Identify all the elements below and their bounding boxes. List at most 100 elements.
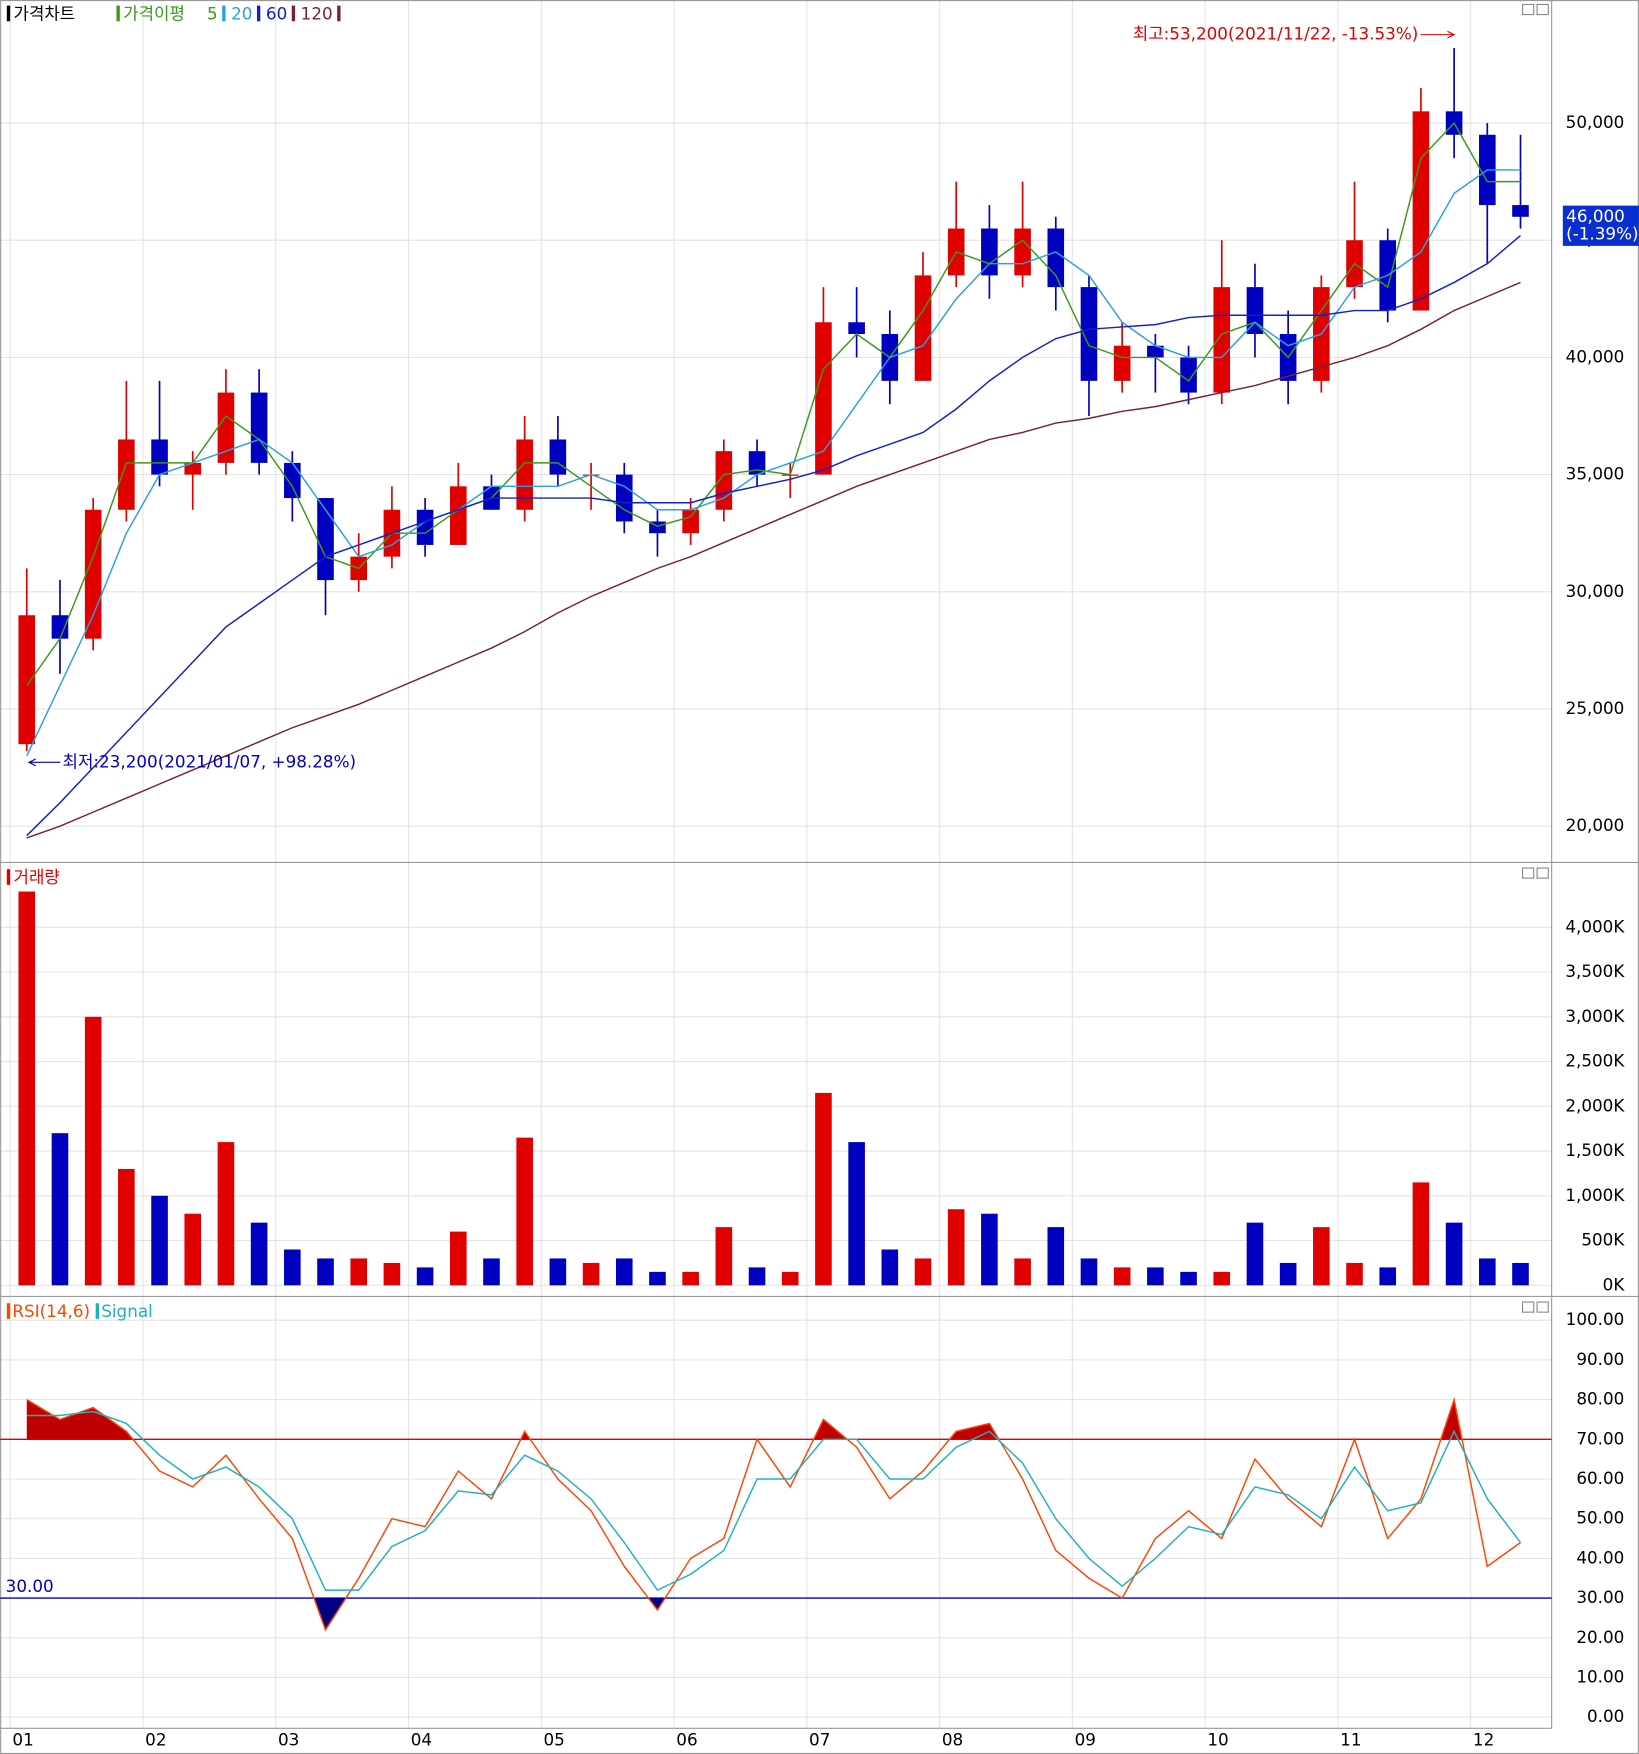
volume-bar: [848, 1142, 865, 1286]
x-tick-label: 11: [1340, 1730, 1361, 1750]
candle-body: [715, 451, 733, 510]
volume-bar: [649, 1271, 666, 1286]
y-tick-label: 0K: [1603, 1274, 1626, 1294]
legend-swatch: [222, 5, 226, 22]
volume-bar: [615, 1258, 633, 1286]
volume-bar: [284, 1249, 301, 1286]
x-tick-label: 10: [1207, 1730, 1228, 1750]
volume-bar: [1279, 1262, 1297, 1286]
legend-entry: 5: [207, 4, 218, 24]
min-annotation: 최저:23,200(2021/01/07, +98.28%): [63, 751, 357, 771]
legend-price: 가격차트: [14, 4, 76, 24]
volume-bar: [582, 1262, 600, 1286]
volume-bar: [1346, 1262, 1363, 1286]
legend-swatch: [116, 5, 120, 22]
y-tick-label: 40,000: [1566, 346, 1625, 366]
volume-bar: [1180, 1271, 1197, 1286]
candle-body: [981, 228, 998, 276]
legend-swatch: [337, 5, 341, 22]
legend-entry: 120: [301, 4, 333, 24]
volume-bar: [947, 1209, 965, 1286]
x-tick-label: 05: [544, 1730, 565, 1750]
volume-bar: [18, 891, 36, 1286]
candle-body: [284, 462, 301, 499]
candle-body: [118, 439, 135, 510]
volume-bar: [881, 1249, 899, 1286]
x-tick-label: 07: [809, 1730, 830, 1750]
candle-body: [151, 439, 168, 475]
candle-body: [1512, 205, 1529, 217]
volume-bar: [549, 1258, 567, 1286]
candle-body: [914, 275, 932, 381]
y-tick-label: 1,000K: [1565, 1185, 1625, 1205]
volume-bar: [1213, 1271, 1231, 1286]
volume-bar: [748, 1267, 766, 1286]
candle-body: [516, 439, 533, 510]
legend-swatch: [6, 869, 11, 885]
candle-body: [682, 509, 699, 534]
volume-bar: [217, 1142, 235, 1286]
volume-bar: [84, 1016, 102, 1286]
legend-entry: 20: [231, 4, 252, 24]
volume-bar: [483, 1258, 500, 1286]
x-tick-label: 03: [278, 1730, 299, 1750]
volume-bar: [1080, 1258, 1098, 1286]
volume-bar: [715, 1227, 733, 1286]
candle-body: [549, 439, 567, 475]
volume-bar: [1246, 1222, 1264, 1286]
y-tick-label: 20.00: [1576, 1627, 1624, 1647]
candle-body: [84, 509, 102, 639]
candle-body: [748, 451, 766, 475]
volume-bar: [1313, 1227, 1330, 1286]
y-tick-label: 4,000K: [1565, 916, 1625, 936]
volume-bar: [449, 1231, 467, 1286]
y-tick-label: 60.00: [1576, 1468, 1624, 1488]
y-tick-label: 35,000: [1566, 464, 1625, 484]
y-tick-label: 3,500K: [1565, 961, 1625, 981]
volume-bar: [516, 1137, 533, 1286]
candle-body: [1080, 287, 1098, 381]
candle-body: [18, 615, 36, 745]
y-tick-label: 30.00: [1576, 1587, 1624, 1607]
candle-body: [1113, 345, 1131, 381]
legend-swatch: [256, 5, 261, 22]
x-tick-label: 09: [1075, 1730, 1096, 1750]
candle-body: [1180, 357, 1197, 393]
volume-title: 거래량: [14, 867, 60, 887]
y-tick-label: 0.00: [1587, 1706, 1624, 1726]
candle-body: [1412, 111, 1430, 311]
volume-bar: [781, 1271, 799, 1286]
candle-body: [51, 615, 69, 639]
reference-label: 30.00: [6, 1576, 54, 1596]
volume-bar: [184, 1213, 202, 1286]
y-tick-label: 25,000: [1566, 698, 1625, 718]
y-tick-label: 3,000K: [1565, 1006, 1625, 1026]
moving-average: [26, 281, 1521, 839]
candle-body: [649, 521, 666, 534]
last-price-box: [1562, 205, 1639, 246]
candle-body: [416, 509, 434, 545]
candle-body: [1246, 287, 1264, 334]
volume-bar: [1047, 1227, 1065, 1286]
last-change: (-1.39%): [1566, 224, 1638, 244]
volume-bar: [151, 1195, 168, 1286]
candle-body: [250, 392, 268, 463]
y-tick-label: 100.00: [1566, 1309, 1625, 1329]
candle-body: [848, 322, 865, 334]
candle-body: [449, 486, 467, 545]
x-tick-label: 01: [12, 1730, 33, 1750]
moving-average: [26, 169, 1521, 757]
volume-bar: [250, 1222, 268, 1286]
candle-body: [615, 474, 633, 522]
volume-bar: [118, 1168, 135, 1286]
x-tick-label: 12: [1473, 1730, 1494, 1750]
legend-entry: 60: [266, 4, 287, 24]
y-tick-label: 50.00: [1576, 1508, 1624, 1528]
y-tick-label: 10.00: [1576, 1666, 1624, 1686]
annotation-arrow: [27, 758, 61, 767]
y-tick-label: 500K: [1581, 1230, 1625, 1250]
y-tick-label: 2,000K: [1565, 1095, 1625, 1115]
x-tick-label: 02: [145, 1730, 166, 1750]
